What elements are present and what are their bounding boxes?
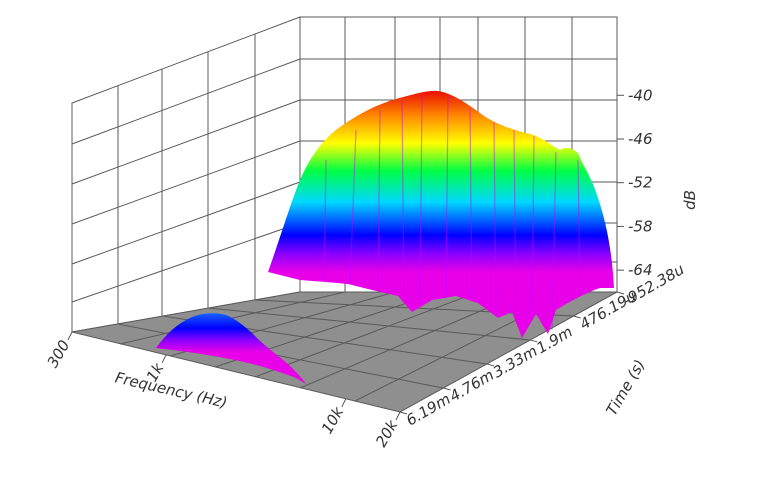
surface-small-bump <box>156 313 306 384</box>
db-tick-label: -52 <box>628 174 653 192</box>
db-tick-label: -40 <box>628 86 653 104</box>
z-axis-title: dB <box>681 190 699 210</box>
time-tick-mark <box>486 363 495 367</box>
tick-marks <box>67 94 625 421</box>
db-tick-label: -46 <box>628 130 653 148</box>
time-tick-mark <box>443 387 451 391</box>
x-axis-title: Frequency (Hz) <box>113 368 229 411</box>
db-tick-label: -58 <box>628 217 653 235</box>
db-tick-labels: -40 -46 -52 -58 -64 <box>628 86 653 279</box>
time-tick-mark <box>616 291 625 295</box>
left-wall-grid <box>71 34 301 324</box>
freq-tick-mark <box>341 398 347 408</box>
db-tick-label: -64 <box>628 261 653 279</box>
left-wall <box>71 16 301 333</box>
time-tick-mark <box>530 339 538 343</box>
surface-main <box>268 90 614 339</box>
time-tick-mark <box>399 411 408 415</box>
surface-main-body <box>268 90 614 339</box>
y-axis-title: Time (s) <box>603 356 649 418</box>
freq-tick-label: 300 <box>44 337 74 371</box>
freq-tick-label: 10k <box>318 403 348 437</box>
surface-main-ridges <box>323 93 581 331</box>
time-tick-mark <box>573 315 581 319</box>
freq-tick-label: 20k <box>372 416 402 450</box>
freq-tick-mark <box>161 354 167 364</box>
freq-tick-mark <box>67 331 73 341</box>
freq-tick-mark <box>395 411 401 421</box>
